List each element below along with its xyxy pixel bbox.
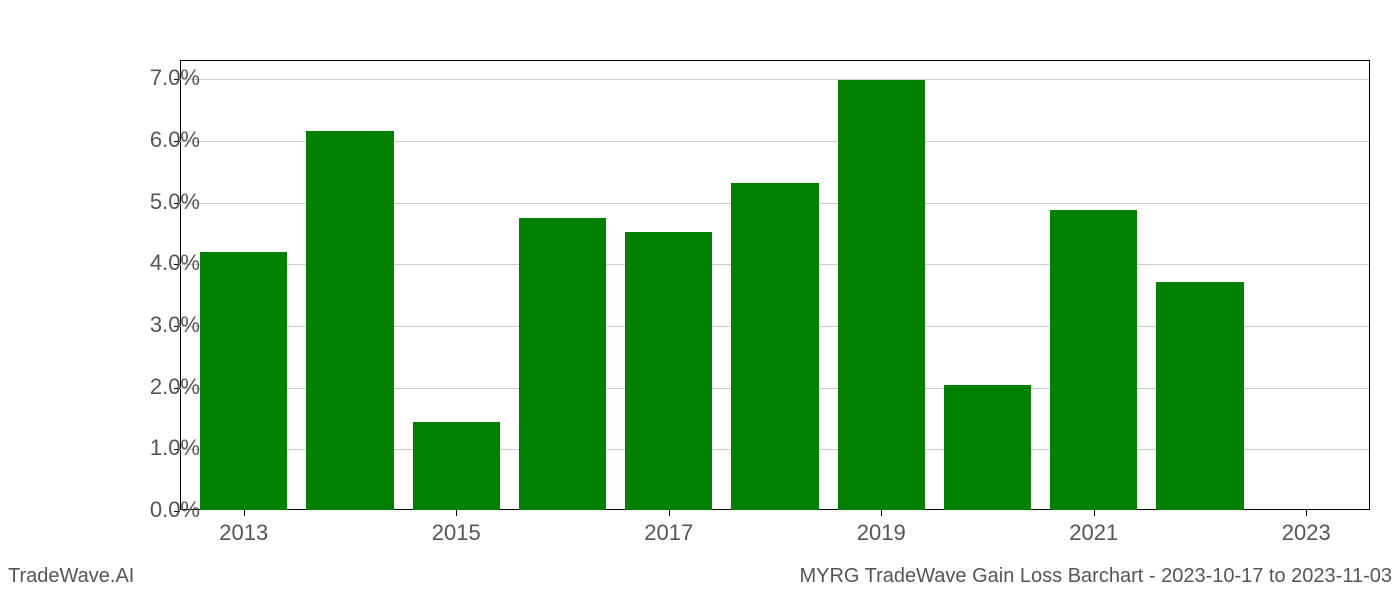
x-tick-label: 2015: [432, 520, 481, 546]
x-tick-mark: [456, 510, 457, 516]
bar: [200, 252, 287, 510]
chart-plot-area: [180, 60, 1370, 510]
y-tick-label: 7.0%: [150, 65, 200, 91]
x-tick-mark: [244, 510, 245, 516]
x-tick-mark: [669, 510, 670, 516]
footer-left-text: TradeWave.AI: [8, 565, 134, 588]
y-tick-label: 1.0%: [150, 435, 200, 461]
bar: [731, 183, 818, 510]
y-tick-label: 0.0%: [150, 497, 200, 523]
x-tick-label: 2017: [644, 520, 693, 546]
x-tick-mark: [1094, 510, 1095, 516]
y-tick-label: 5.0%: [150, 189, 200, 215]
x-tick-label: 2013: [219, 520, 268, 546]
bar: [413, 422, 500, 510]
x-tick-label: 2021: [1069, 520, 1118, 546]
x-tick-label: 2023: [1282, 520, 1331, 546]
x-tick-mark: [1306, 510, 1307, 516]
bar: [519, 218, 606, 510]
y-tick-label: 2.0%: [150, 374, 200, 400]
y-tick-label: 6.0%: [150, 127, 200, 153]
y-tick-label: 3.0%: [150, 312, 200, 338]
footer-right-text: MYRG TradeWave Gain Loss Barchart - 2023…: [799, 565, 1392, 588]
bar: [1156, 282, 1243, 510]
bar: [306, 131, 393, 510]
bar: [1050, 210, 1137, 510]
x-tick-mark: [881, 510, 882, 516]
bar: [944, 385, 1031, 510]
plot-frame: [180, 60, 1370, 510]
grid-line: [180, 79, 1369, 80]
bar: [838, 80, 925, 510]
x-tick-label: 2019: [857, 520, 906, 546]
y-tick-label: 4.0%: [150, 250, 200, 276]
bar: [625, 232, 712, 510]
